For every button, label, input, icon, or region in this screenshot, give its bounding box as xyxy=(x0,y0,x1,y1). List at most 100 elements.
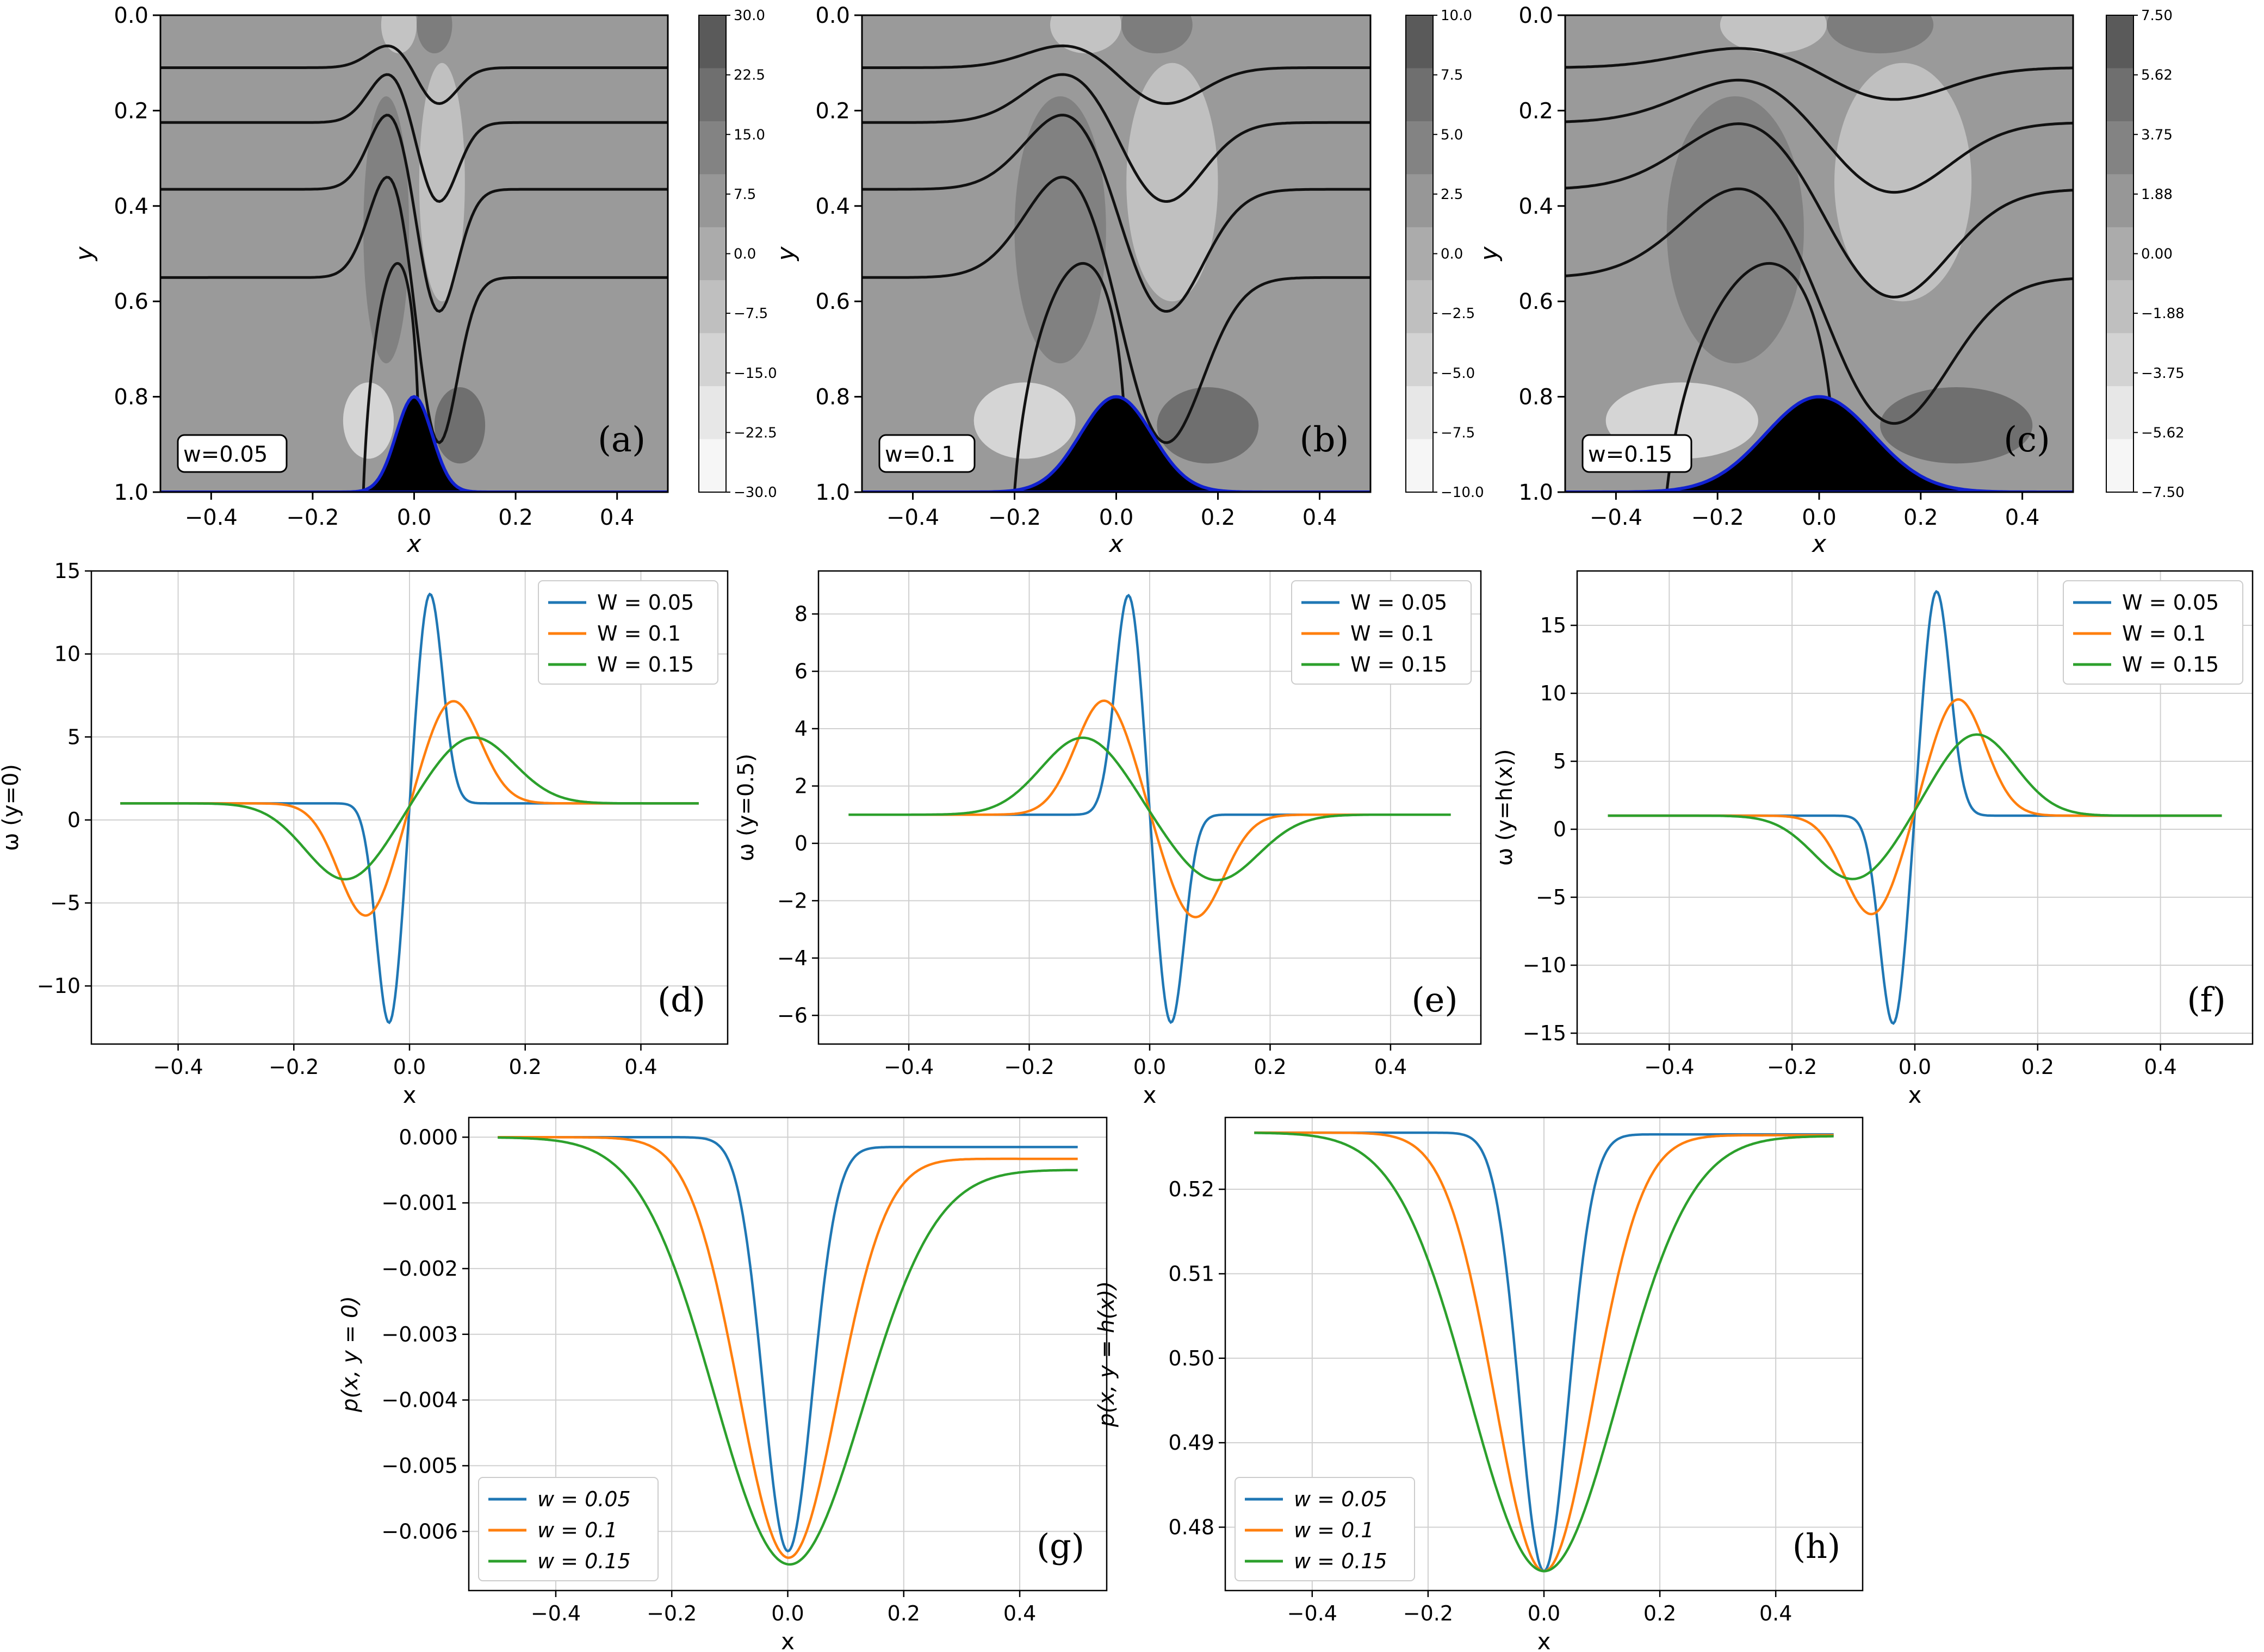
y-tick-label: 0.6 xyxy=(114,289,148,314)
legend-label: W = 0.1 xyxy=(597,622,681,645)
colorbar-band xyxy=(2106,68,2133,122)
series-line-3 xyxy=(1254,1132,1834,1573)
line-chart-h: −0.4 −0.2 0.0 0.2 0.4 0.48 0.49 0.50 0.51 0.52 x p(… xyxy=(1094,1116,1864,1652)
colorbar-tick-label: −30.0 xyxy=(734,485,777,501)
y-tick-label: 0.2 xyxy=(1518,98,1553,123)
vorticity-region xyxy=(434,387,486,464)
colorbar-band xyxy=(2106,121,2133,175)
legend-label: W = 0.15 xyxy=(1350,653,1447,676)
y-tick-label: −15 xyxy=(1523,1021,1566,1045)
colorbar-band xyxy=(699,439,726,493)
y-tick-label: 0 xyxy=(795,831,808,855)
colorbar-tick-label: −1.88 xyxy=(2141,306,2185,322)
y-tick-label: 15 xyxy=(1540,613,1566,637)
x-tick-label: −0.2 xyxy=(1691,505,1744,530)
series-line-3 xyxy=(498,1136,1078,1566)
legend-label: w = 0.15 xyxy=(537,1549,631,1573)
y-tick-label: 6 xyxy=(795,660,808,684)
series-line-2 xyxy=(498,1136,1078,1559)
x-tick-label: −0.4 xyxy=(531,1601,581,1625)
streamline xyxy=(1565,187,2073,425)
y-axis-label: ω (y=h(x)) xyxy=(1492,749,1517,866)
colorbar-band xyxy=(1406,280,1433,334)
y-tick-label: 0.2 xyxy=(114,98,148,123)
y-tick-label: 0.8 xyxy=(1518,385,1553,410)
colorbar-tick-label: 2.5 xyxy=(1441,187,1463,203)
contour-panel-a: −0.4 −0.2 0.0 0.2 0.4 0.0 0.2 0.4 0.6 0.8 1.0 x y w=0… xyxy=(71,3,777,558)
series-line-3 xyxy=(1608,733,2222,880)
series-line-3 xyxy=(120,736,699,881)
y-tick-label: 0.4 xyxy=(1518,194,1553,219)
y-tick-label: −2 xyxy=(777,889,808,912)
separatrix-streamline xyxy=(362,262,419,492)
colorbar-band xyxy=(1406,68,1433,122)
x-tick-label: 0.4 xyxy=(1302,505,1337,530)
x-tick-label: −0.2 xyxy=(1004,1055,1054,1079)
x-tick-label: −0.2 xyxy=(988,505,1041,530)
topography-bump xyxy=(160,395,668,492)
x-tick-label: 0.2 xyxy=(1201,505,1236,530)
y-tick-label: 0.0 xyxy=(815,3,850,28)
x-tick-label: −0.4 xyxy=(886,505,939,530)
y-axis-label: y xyxy=(71,246,98,262)
streamline xyxy=(1565,47,2073,101)
x-tick-label: 0.2 xyxy=(1643,1601,1676,1625)
x-axis-label: x xyxy=(781,1628,795,1652)
x-tick-label: 0.0 xyxy=(1133,1055,1166,1079)
y-tick-label: 0 xyxy=(67,808,80,832)
y-axis-label: y xyxy=(772,246,800,262)
y-tick-label: 0.6 xyxy=(815,289,850,314)
y-tick-label: 4 xyxy=(795,717,808,741)
x-axis-label: x xyxy=(406,530,421,558)
streamline xyxy=(160,114,668,313)
streamline xyxy=(862,73,1370,203)
y-tick-label: 0.50 xyxy=(1168,1346,1214,1370)
vorticity-region xyxy=(1126,63,1218,302)
colorbar-tick-label: 5.0 xyxy=(1441,127,1463,143)
y-tick-label: 0.4 xyxy=(815,194,850,219)
colorbar-band xyxy=(699,15,726,69)
x-tick-label: 0.2 xyxy=(1254,1055,1286,1079)
panel-tag: (f) xyxy=(2187,980,2225,1020)
y-axis-label: ω (y=0) xyxy=(0,764,23,851)
colorbar-tick-label: −10.0 xyxy=(1441,485,1484,501)
x-tick-label: −0.2 xyxy=(1767,1055,1817,1079)
y-tick-label: 1.0 xyxy=(114,480,148,505)
colorbar-tick-label: 7.50 xyxy=(2141,8,2173,24)
streamline xyxy=(862,114,1370,313)
panel-tag: (d) xyxy=(658,980,705,1020)
topography-bump xyxy=(862,395,1370,492)
y-tick-label: 0 xyxy=(1553,817,1566,841)
x-tick-label: −0.4 xyxy=(1287,1601,1337,1625)
line-chart-d: −0.4 −0.2 0.0 0.2 0.4 −10 −5 0 5 10 15 x ω (y=0) W = … xyxy=(0,559,729,1108)
y-axis-label: p(x, y = h(x)) xyxy=(1094,1281,1119,1428)
x-axis-label: x xyxy=(1108,530,1124,558)
y-tick-label: 0.49 xyxy=(1168,1431,1214,1455)
colorbar-tick-label: 22.5 xyxy=(734,67,765,84)
x-axis-label: x xyxy=(1537,1628,1551,1652)
y-tick-label: 10 xyxy=(1540,681,1566,705)
y-tick-label: 10 xyxy=(54,642,80,666)
y-tick-label: 0.0 xyxy=(1518,3,1553,28)
colorbar-tick-label: −7.5 xyxy=(1441,425,1475,441)
legend-box xyxy=(1235,1477,1415,1581)
colorbar-band xyxy=(2106,174,2133,228)
separatrix-streamline xyxy=(1665,262,1832,492)
y-tick-label: 1.0 xyxy=(815,480,850,505)
x-axis-label: x xyxy=(1908,1082,1922,1108)
y-axis-label: ω (y=0.5) xyxy=(734,754,759,861)
panel-tag: (a) xyxy=(598,420,646,460)
colorbar-tick-label: −15.0 xyxy=(734,365,777,382)
y-tick-label: 0.0 xyxy=(114,3,148,28)
y-tick-label: −0.001 xyxy=(381,1191,458,1215)
colorbar-tick-label: 15.0 xyxy=(734,127,765,143)
colorbar-tick-label: −5.62 xyxy=(2141,425,2185,441)
legend-box xyxy=(538,580,718,685)
legend-box xyxy=(1291,580,1472,685)
y-tick-label: −0.002 xyxy=(381,1257,458,1281)
x-tick-label: 0.2 xyxy=(888,1601,920,1625)
colorbar-band xyxy=(699,386,726,440)
streamline xyxy=(160,44,668,105)
x-tick-label: −0.4 xyxy=(1590,505,1642,530)
line-chart-f: −0.4 −0.2 0.0 0.2 0.4 −15 −10 −5 0 5 10 15 x ω (y=h(x… xyxy=(1492,570,2254,1108)
